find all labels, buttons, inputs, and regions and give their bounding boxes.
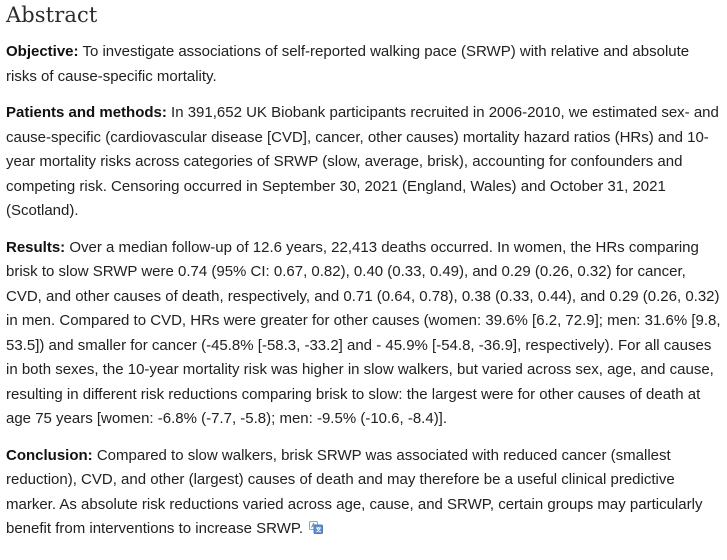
objective-section: Objective: To investigate associations o… bbox=[6, 40, 724, 89]
methods-text: In 391,652 UK Biobank participants recru… bbox=[6, 104, 719, 219]
conclusion-text: Compared to slow walkers, brisk SRWP was… bbox=[6, 446, 703, 538]
abstract: Abstract Objective: To investigate assoc… bbox=[6, 0, 724, 542]
results-section: Results: Over a median follow-up of 12.6… bbox=[6, 236, 724, 432]
conclusion-section: Conclusion: Compared to slow walkers, br… bbox=[6, 444, 724, 542]
methods-label: Patients and methods: bbox=[6, 104, 167, 121]
objective-label: Objective: bbox=[6, 43, 79, 60]
methods-section: Patients and methods: In 391,652 UK Biob… bbox=[6, 101, 724, 224]
conclusion-label: Conclusion: bbox=[6, 446, 93, 464]
results-text: Over a median follow-up of 12.6 years, 2… bbox=[6, 238, 721, 428]
abstract-heading: Abstract bbox=[6, 3, 98, 27]
objective-text: To investigate associations of self-repo… bbox=[6, 43, 690, 85]
results-label: Results: bbox=[6, 238, 66, 256]
translate-icon[interactable] bbox=[309, 518, 324, 534]
